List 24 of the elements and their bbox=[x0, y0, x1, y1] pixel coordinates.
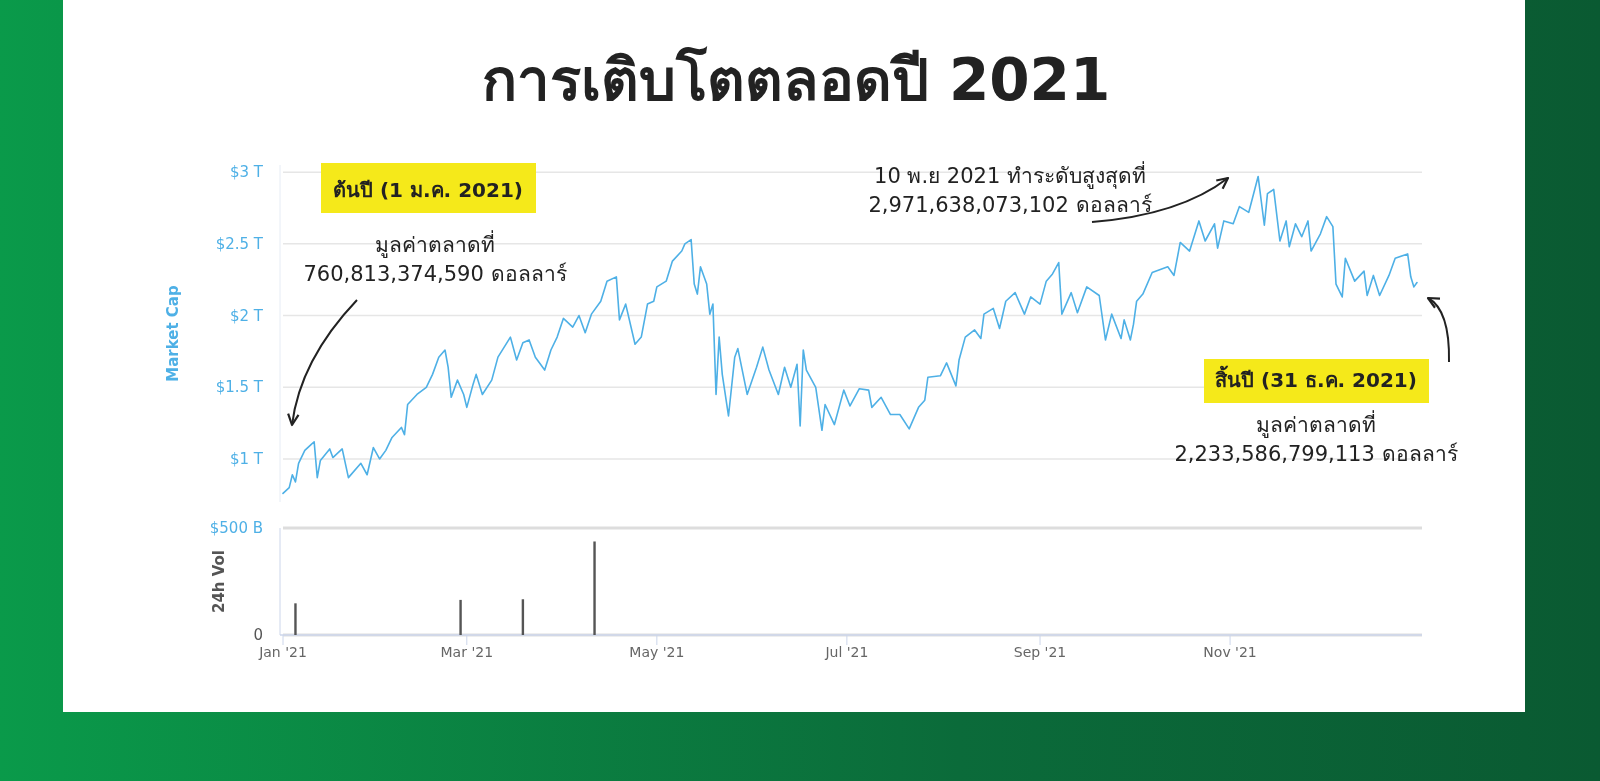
y-axis-title: 24h Vol bbox=[210, 549, 228, 614]
bar bbox=[459, 599, 462, 635]
y-axis-title: Market Cap bbox=[164, 285, 182, 382]
annotation: สิ้นปี (31 ธ.ค. 2021) bbox=[1215, 365, 1417, 392]
y-tick-label: $1 T bbox=[229, 449, 264, 468]
y-tick-label: $1.5 T bbox=[215, 378, 264, 397]
x-tick-label: Sep '21 bbox=[1013, 644, 1067, 660]
y-tick-label: $2.5 T bbox=[215, 234, 264, 253]
chart-title: การเติบโตตลอดปี 2021 bbox=[481, 45, 1111, 114]
x-tick-label: Mar '21 bbox=[440, 644, 494, 660]
x-tick-label: May '21 bbox=[629, 644, 685, 660]
bar bbox=[593, 541, 596, 635]
bar bbox=[294, 603, 297, 635]
annotation: ต้นปี (1 ม.ค. 2021) bbox=[333, 178, 523, 202]
annotation: มูลค่าตลาดที่ 760,813,374,590 ดอลลาร์ bbox=[303, 230, 567, 286]
annotation: 10 พ.ย 2021 ทำระดับสูงสุดที่ 2,971,638,073,102 ดอลลาร์ bbox=[868, 161, 1152, 217]
y-tick-label: 0 bbox=[253, 626, 263, 644]
y-tick-label: $3 T bbox=[229, 163, 264, 182]
x-tick-label: Nov '21 bbox=[1203, 644, 1257, 660]
x-tick-label: Jul '21 bbox=[824, 644, 869, 660]
x-tick-label: Jan '21 bbox=[258, 644, 307, 660]
y-tick-label: $2 T bbox=[229, 306, 264, 325]
y-tick-label: $500 B bbox=[209, 519, 263, 537]
annotation: มูลค่าตลาดที่ 2,233,586,799,113 ดอลลาร์ bbox=[1174, 410, 1458, 466]
